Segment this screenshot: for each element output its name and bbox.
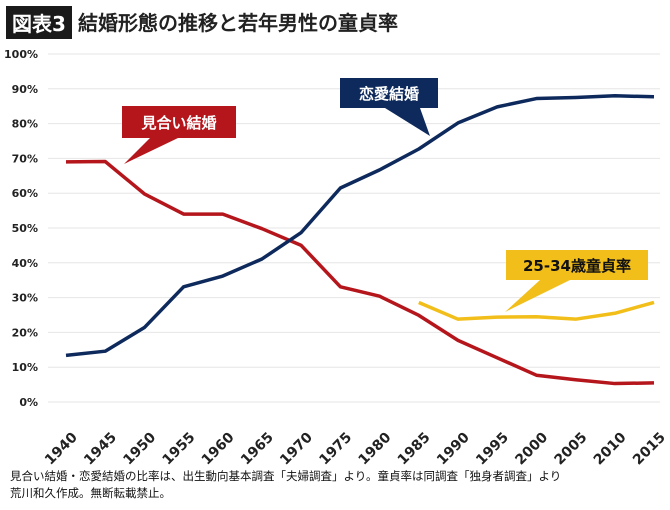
- x-tick-label: 1985: [395, 430, 434, 469]
- x-tick-label: 2005: [552, 430, 591, 469]
- y-tick-label: 70%: [12, 152, 38, 165]
- x-tick-label: 1965: [238, 430, 277, 469]
- y-tick-label: 30%: [12, 292, 38, 305]
- series-line-1: [65, 159, 655, 386]
- x-tick-label: 1955: [160, 430, 199, 469]
- x-tick-label: 2000: [512, 429, 551, 468]
- y-tick-label: 90%: [12, 83, 38, 96]
- y-tick-label: 20%: [12, 326, 38, 339]
- x-tick-label: 1990: [434, 429, 473, 468]
- x-tick-label: 1975: [316, 430, 355, 469]
- x-tick-label: 2015: [630, 430, 669, 469]
- callout-pointer: [505, 280, 570, 312]
- x-tick-label: 1940: [42, 429, 81, 468]
- callout-box: [506, 250, 648, 280]
- x-tick-label: 1950: [120, 429, 159, 468]
- callout-box: [122, 106, 236, 138]
- x-tick-label: 1995: [473, 430, 512, 469]
- figure-badge: 図表3: [6, 6, 72, 39]
- series-line-2: [65, 94, 655, 358]
- callout-pointer: [124, 138, 178, 164]
- x-tick-label: 2010: [591, 429, 630, 468]
- y-tick-label: 60%: [12, 187, 38, 200]
- x-tick-label: 1945: [81, 430, 120, 469]
- x-tick-label: 1970: [277, 429, 316, 468]
- y-tick-label: 80%: [12, 118, 38, 131]
- y-tick-label: 0%: [19, 396, 38, 409]
- x-tick-label: 1960: [199, 429, 238, 468]
- callout-pointer: [385, 108, 430, 136]
- series-label: 恋愛結婚: [359, 85, 419, 103]
- y-tick-label: 10%: [12, 361, 38, 374]
- footnote-source: 見合い結婚・恋愛結婚の比率は、出生動向基本調査「夫婦調査」より。童貞率は同調査「…: [10, 469, 562, 483]
- series-label: 25-34歳童貞率: [523, 257, 631, 275]
- x-tick-label: 1980: [356, 429, 395, 468]
- series-label: 見合い結婚: [140, 114, 216, 132]
- y-tick-label: 100%: [4, 48, 38, 61]
- chart-title: 結婚形態の推移と若年男性の童貞率: [78, 11, 398, 35]
- callout-box: [340, 78, 438, 108]
- footnote-credit: 荒川和久作成。無断転載禁止。: [10, 486, 171, 500]
- y-tick-label: 40%: [12, 257, 38, 270]
- y-tick-label: 50%: [12, 222, 38, 235]
